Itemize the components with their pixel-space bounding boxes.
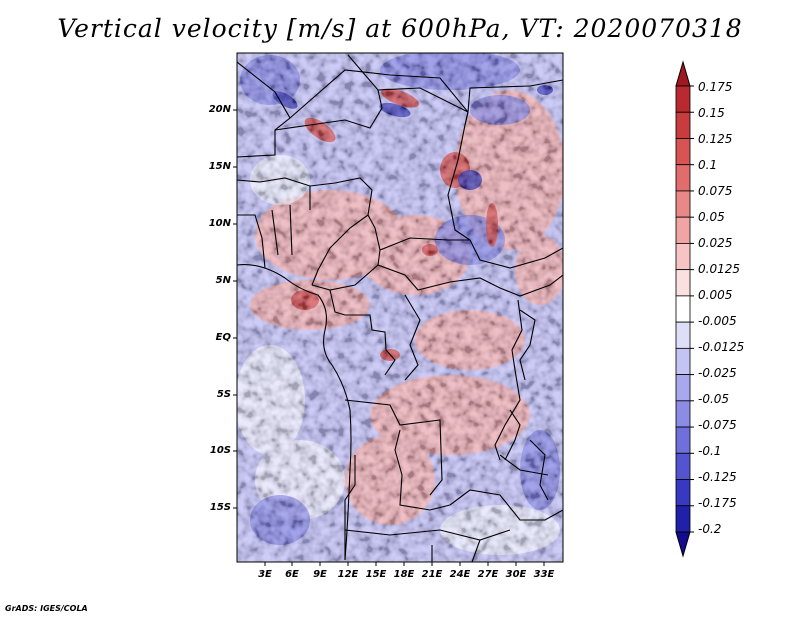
lon-label-6e: 6E	[285, 569, 299, 580]
colorbar-label: -0.025	[698, 366, 737, 380]
colorbar-bin	[675, 216, 691, 244]
colorbar-label: -0.125	[698, 470, 737, 484]
lat-label-15s: 15S	[209, 502, 231, 513]
colorbar-bin	[675, 347, 691, 375]
colorbar-bin	[675, 505, 691, 533]
lon-label-3e: 3E	[258, 569, 272, 580]
lat-label-5n: 5N	[215, 275, 231, 286]
colorbar-label: -0.005	[698, 314, 737, 328]
lat-label-eq: EQ	[215, 332, 231, 343]
colorbar-bin	[675, 190, 691, 218]
colorbar-label: -0.175	[698, 496, 737, 510]
lat-label-20n: 20N	[208, 104, 231, 115]
colorbar-label: 0.0125	[698, 262, 740, 276]
map-frame	[236, 52, 564, 563]
colorbar-label: -0.075	[698, 418, 737, 432]
lon-label-18e: 18E	[393, 569, 415, 580]
footer-credit: GrADS: IGES/COLA	[5, 604, 88, 613]
colorbar-bin	[675, 452, 691, 480]
lon-label-33e: 33E	[533, 569, 555, 580]
lat-label-10n: 10N	[208, 218, 231, 229]
colorbar	[675, 60, 694, 558]
lon-label-9e: 9E	[313, 569, 327, 580]
colorbar-bin	[675, 138, 691, 166]
colorbar-label: 0.175	[698, 80, 733, 94]
lat-label-15n: 15N	[208, 161, 231, 172]
colorbar-bin	[675, 400, 691, 428]
map-title: Vertical velocity [m/s] at 600hPa, VT: 2…	[57, 14, 743, 43]
colorbar-bin	[675, 111, 691, 139]
lat-label-5s: 5S	[216, 389, 231, 400]
velocity-field	[237, 53, 563, 562]
lat-label-10s: 10S	[209, 445, 231, 456]
colorbar-bin	[675, 164, 691, 192]
lon-label-30e: 30E	[505, 569, 527, 580]
colorbar-top-arrow	[675, 60, 691, 87]
colorbar-bin	[675, 85, 691, 113]
colorbar-label: 0.025	[698, 236, 733, 250]
colorbar-bin	[675, 374, 691, 402]
colorbar-bin	[675, 479, 691, 507]
colorbar-label: 0.075	[698, 184, 733, 198]
colorbar-label: -0.0125	[698, 340, 745, 354]
country-borders	[237, 54, 563, 562]
colorbar-bin	[675, 295, 691, 323]
colorbar-bin	[675, 426, 691, 454]
lon-label-12e: 12E	[337, 569, 359, 580]
axis-ticks	[233, 109, 545, 566]
colorbar-label: 0.125	[698, 132, 733, 146]
colorbar-label: -0.05	[698, 392, 730, 406]
lon-label-27e: 27E	[477, 569, 499, 580]
lon-label-15e: 15E	[365, 569, 387, 580]
colorbar-label: 0.1	[698, 158, 718, 172]
colorbar-bin	[675, 269, 691, 297]
colorbar-label: 0.005	[698, 288, 733, 302]
lon-label-24e: 24E	[449, 569, 471, 580]
colorbar-label: 0.15	[698, 106, 725, 120]
colorbar-label: -0.2	[698, 522, 722, 536]
colorbar-bottom-arrow	[675, 531, 691, 558]
colorbar-bin	[675, 243, 691, 271]
lon-label-21e: 21E	[421, 569, 443, 580]
colorbar-bin	[675, 321, 691, 349]
colorbar-label: 0.05	[698, 210, 725, 224]
colorbar-label: -0.1	[698, 444, 722, 458]
